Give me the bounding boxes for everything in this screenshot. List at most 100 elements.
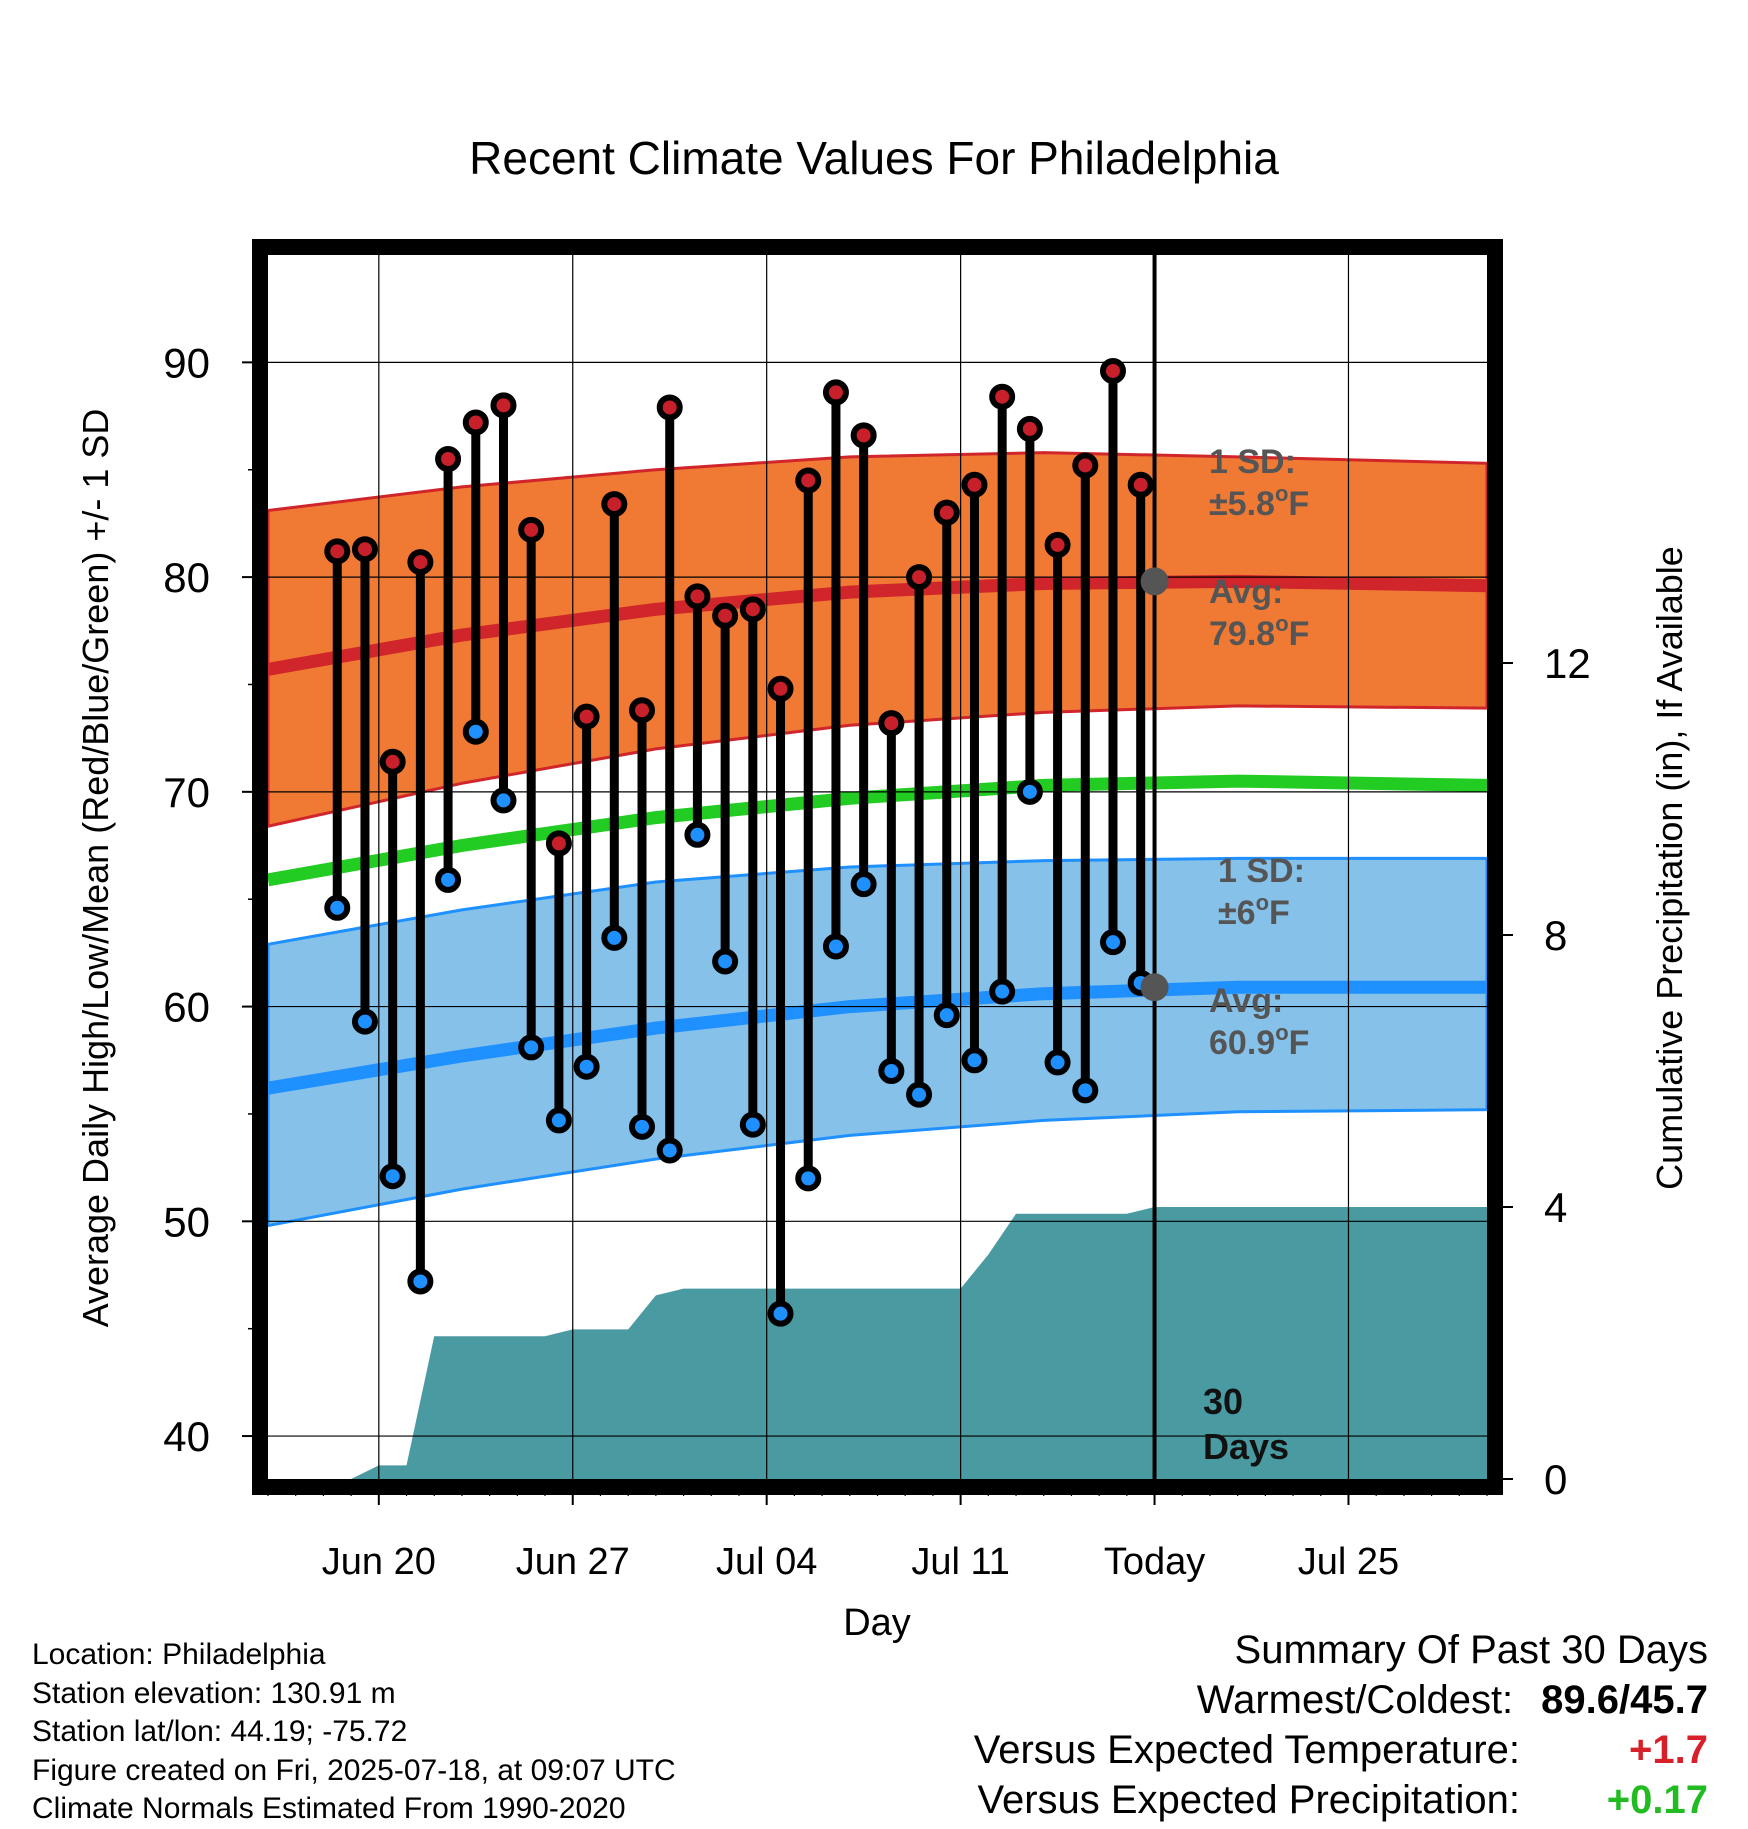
x-axis-label: Day <box>843 1602 911 1644</box>
low-point <box>795 1165 822 1192</box>
warmest-row: Warmest/Coldest: 89.6/45.7 <box>974 1675 1708 1725</box>
created-text: Figure created on Fri, 2025-07-18, at 09… <box>32 1753 676 1787</box>
high-point <box>379 748 406 775</box>
today-low-avg-marker <box>1140 973 1169 1002</box>
temp-label: Versus Expected Temperature: <box>973 1728 1520 1772</box>
low-point <box>407 1268 434 1295</box>
high-point <box>1099 357 1126 384</box>
low-point <box>767 1300 794 1327</box>
high-average-line <box>266 574 1488 676</box>
low-point <box>961 1047 988 1074</box>
y2-tick-label: 0 <box>1544 1456 1567 1503</box>
y2-axis-label: Cumulative Precipitation (in), If Availa… <box>1649 546 1690 1190</box>
precip-area <box>268 1207 1487 1479</box>
low-point <box>712 948 739 975</box>
low-sd-annotation-line2: ±6oF <box>1218 890 1290 932</box>
precip-label: Versus Expected Precipitation: <box>977 1778 1520 1822</box>
location-text: Location: Philadelphia <box>32 1638 326 1671</box>
high-point <box>545 830 572 857</box>
warmest-value: 89.6/45.7 <box>1541 1678 1708 1722</box>
high-point <box>822 379 849 406</box>
temp-value: +1.7 <box>1629 1728 1708 1772</box>
y-tick-label: 70 <box>163 769 210 816</box>
y-tick-label: 90 <box>163 339 210 386</box>
y2-tick-label: 8 <box>1544 912 1567 959</box>
y-tick-label: 40 <box>163 1413 210 1460</box>
precip-value: +0.17 <box>1606 1778 1708 1822</box>
high-point <box>435 446 462 472</box>
low-point <box>545 1107 572 1134</box>
high-point <box>989 383 1016 410</box>
high-point <box>656 394 683 421</box>
y-tick-label: 80 <box>163 554 210 601</box>
low-point <box>1099 929 1126 956</box>
low-point <box>850 871 877 898</box>
high-avg-annotation-line2: 79.8oF <box>1209 611 1309 653</box>
y-axis-label: Average Daily High/Low/Mean (Red/Blue/Gr… <box>75 409 116 1328</box>
high-point <box>767 675 794 702</box>
low-point <box>1016 778 1043 805</box>
y-tick-label: 50 <box>163 1198 210 1245</box>
low-sd-annotation-line1: 1 SD: <box>1218 852 1305 890</box>
high-point <box>739 596 766 623</box>
high-point <box>906 564 933 591</box>
low-point <box>490 787 517 814</box>
low-point <box>518 1034 545 1061</box>
low-avg-annotation-line2: 60.9oF <box>1209 1020 1309 1062</box>
low-point <box>906 1081 933 1108</box>
low-point <box>573 1053 600 1080</box>
high-point <box>490 392 517 419</box>
daily-points <box>324 357 1154 1327</box>
low-point <box>379 1163 406 1190</box>
today-high-avg-marker <box>1140 567 1169 596</box>
high-point <box>712 602 739 629</box>
low-point <box>878 1058 905 1084</box>
high-point <box>351 536 378 563</box>
normals-text: Climate Normals Estimated From 1990-2020 <box>32 1792 626 1825</box>
latlon-text: Station lat/lon: 44.19; -75.72 <box>32 1715 408 1748</box>
warmest-label: Warmest/Coldest: <box>1196 1678 1514 1722</box>
low-point <box>629 1113 656 1140</box>
mean-average-line <box>266 774 1488 887</box>
high-point <box>795 467 822 494</box>
low-point <box>462 718 489 745</box>
high-point <box>518 516 545 543</box>
low-point <box>601 924 628 951</box>
summary-heading: Summary Of Past 30 Days <box>1234 1628 1708 1672</box>
x-tick-label: Jun 27 <box>516 1541 630 1583</box>
station-info: Location: Philadelphia Station elevation… <box>32 1636 676 1829</box>
daily-range-stems <box>332 366 1146 1319</box>
chart-title: Recent Climate Values For Philadelphia <box>469 132 1279 184</box>
high-point <box>573 703 600 730</box>
low-point <box>656 1137 683 1164</box>
low-avg-annotation-line1: Avg: <box>1209 982 1283 1020</box>
y-axis-right: 0 4 8 12 <box>1497 640 1591 1503</box>
high-point <box>1016 415 1043 442</box>
elevation-text: Station elevation: 130.91 m <box>32 1676 396 1710</box>
high-point <box>961 471 988 498</box>
plot-frame <box>252 239 1503 1495</box>
high-point <box>629 697 656 724</box>
x-tick-label: Jul 04 <box>716 1541 817 1583</box>
grid-lines <box>268 255 1487 1479</box>
y2-tick-label: 4 <box>1544 1184 1567 1231</box>
low-point <box>822 933 849 960</box>
low-point <box>684 821 711 848</box>
high-point <box>462 409 489 436</box>
low-point <box>933 1002 960 1029</box>
high-point <box>684 583 711 610</box>
precipitation-area <box>268 1207 1487 1479</box>
low-point <box>1072 1077 1099 1104</box>
low-point <box>1044 1049 1071 1076</box>
low-point <box>739 1111 766 1138</box>
summary-panel: Summary Of Past 30 Days Warmest/Coldest:… <box>974 1625 1708 1825</box>
low-point <box>351 1008 378 1035</box>
high-sd-annotation-line1: 1 SD: <box>1209 443 1296 481</box>
x-tick-label: Jul 25 <box>1298 1541 1399 1583</box>
x-axis: Jun 20 Jun 27 Jul 04 Jul 11 Today Jul 25 <box>267 1489 1488 1583</box>
days-annotation-line1: 30 <box>1203 1381 1243 1422</box>
precip-row: Versus Expected Precipitation: +0.17 <box>974 1775 1708 1825</box>
high-point <box>601 491 628 518</box>
